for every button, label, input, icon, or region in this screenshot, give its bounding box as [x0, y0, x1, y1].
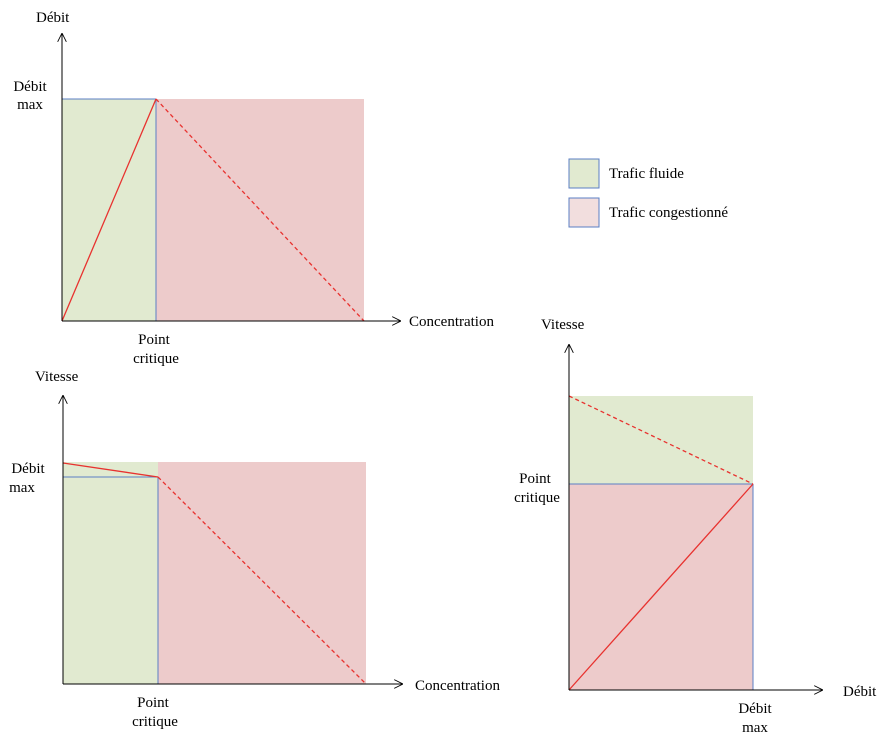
y-axis-label: Vitesse: [35, 369, 79, 385]
max-label: Débit: [13, 79, 47, 95]
x-axis-label: Concentration: [415, 678, 500, 694]
legend: Trafic fluide Trafic congestionné: [568, 158, 728, 228]
legend-label-fluid: Trafic fluide: [609, 166, 684, 182]
x-axis-label: Débit: [843, 684, 877, 700]
y-axis-label: Vitesse: [541, 317, 585, 333]
diagram-flow-concentration: Débit Concentration Débit max Point crit…: [13, 10, 494, 367]
fluid-branch-line: [61, 98, 157, 322]
critical-point-label-2: critique: [132, 714, 178, 730]
critical-point-label: Point: [138, 332, 171, 348]
max-label: Débit: [738, 701, 772, 717]
diagram-speed-flow: Vitesse Débit Point critique Débit max: [514, 317, 877, 736]
x-axis-label: Concentration: [409, 314, 494, 330]
max-label-2: max: [17, 97, 43, 113]
max-label: Débit: [11, 461, 45, 477]
congested-branch-line: [155, 98, 365, 322]
max-label-2: max: [9, 480, 35, 496]
diagram-speed-concentration: Vitesse Concentration Débit max Point cr…: [9, 369, 500, 730]
critical-point-label: Point: [137, 695, 170, 711]
critical-point-label: Point: [519, 471, 552, 487]
legend-label-congested: Trafic congestionné: [609, 205, 728, 221]
max-label-2: max: [742, 720, 768, 736]
fluid-region: [63, 462, 158, 684]
legend-swatch-congested: [568, 197, 600, 228]
congested-branch-line: [568, 483, 754, 691]
critical-point-label-2: critique: [133, 351, 179, 367]
y-axis-label: Débit: [36, 10, 70, 26]
fluid-branch-line: [568, 395, 754, 485]
legend-swatch-fluid: [568, 158, 600, 189]
critical-point-label-2: critique: [514, 490, 560, 506]
congested-region: [158, 462, 366, 684]
fluid-branch-line: [62, 462, 159, 478]
